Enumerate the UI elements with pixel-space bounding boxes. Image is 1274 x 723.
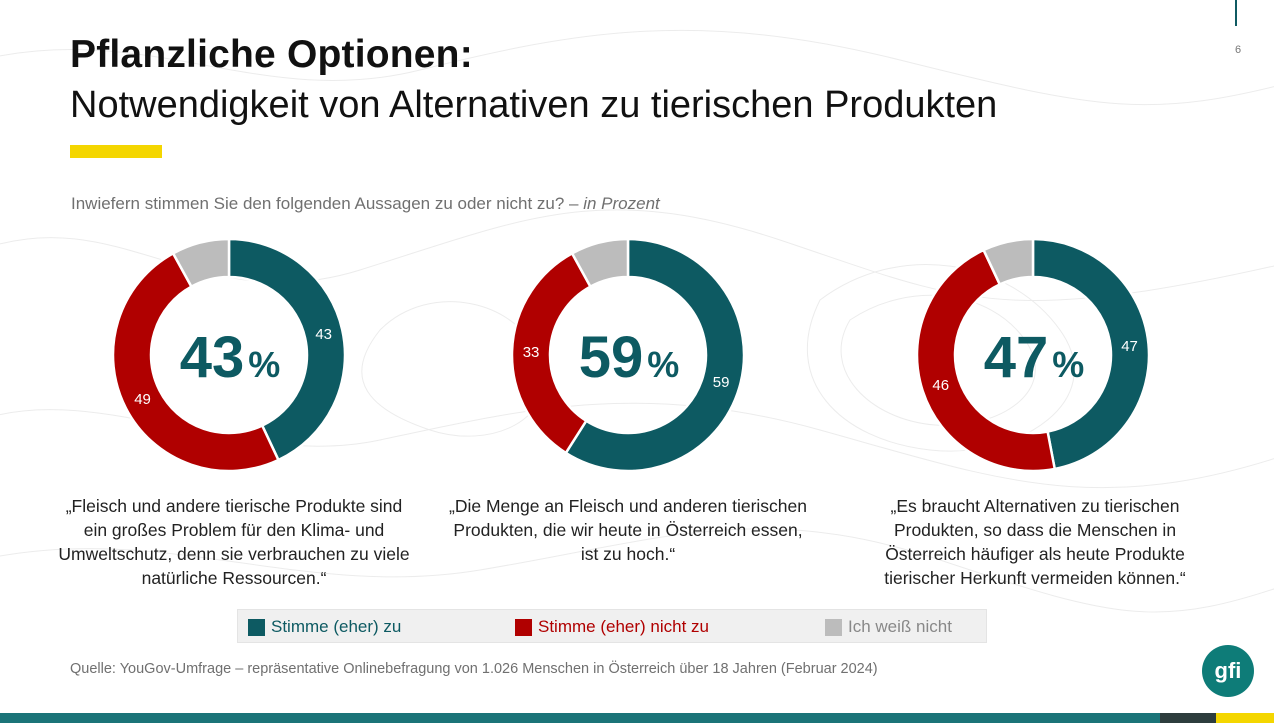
footer-dark-bar xyxy=(1160,713,1216,723)
logo-text: gfi xyxy=(1215,658,1242,683)
chart-2-slice-disagree xyxy=(510,251,593,455)
chart-1-value-label-agree: 43 xyxy=(315,326,332,343)
chart-2-slice-agree xyxy=(564,237,746,473)
legend-label-dont-know: Ich weiß nicht xyxy=(848,617,952,636)
footer-teal-bar xyxy=(0,713,1160,723)
slide-subtitle: Notwendigkeit von Alternativen zu tieris… xyxy=(70,84,998,126)
chart-3-center-value: 47% xyxy=(984,325,1085,390)
chart-2-center-value: 59% xyxy=(579,325,680,390)
legend-item-dont-know: Ich weiß nicht xyxy=(825,617,952,637)
page-corner-line xyxy=(1235,0,1237,26)
chart-3-value-label-agree: 47 xyxy=(1121,338,1138,355)
chart-2-value-label-disagree: 33 xyxy=(523,344,540,361)
slide-title: Pflanzliche Optionen: xyxy=(70,33,473,76)
question-unit: in Prozent xyxy=(583,194,660,213)
legend-swatch-agree xyxy=(248,618,265,636)
chart-3-caption: „Es braucht Alternativen zu tierischen P… xyxy=(884,496,1186,588)
chart-1-caption: „Fleisch und andere tierische Produkte s… xyxy=(58,496,410,588)
source-note: Quelle: YouGov-Umfrage – repräsentative … xyxy=(70,661,878,677)
chart-2-caption: „Die Menge an Fleisch und anderen tieris… xyxy=(449,496,807,564)
chart-3-value-label-disagree: 46 xyxy=(932,377,949,394)
chart-legend: Stimme (eher) zu Stimme (eher) nicht zu … xyxy=(237,609,987,643)
chart-3-slice-dont-know xyxy=(981,237,1035,287)
chart-1-slice-dont-know xyxy=(171,237,231,289)
legend-item-disagree: Stimme (eher) nicht zu xyxy=(515,617,709,637)
chart-1-value-label-disagree: 49 xyxy=(134,391,151,408)
chart-1-center-value: 43% xyxy=(180,325,281,390)
chart-1-slice-disagree xyxy=(111,251,281,473)
legend-swatch-dont-know xyxy=(825,618,842,636)
footer-yellow-bar xyxy=(1216,713,1274,723)
survey-question: Inwiefern stimmen Sie den folgenden Auss… xyxy=(71,194,660,214)
title-accent-bar xyxy=(70,145,162,158)
chart-2-slice-dont-know xyxy=(570,237,630,289)
chart-1-slice-agree xyxy=(227,237,347,462)
legend-swatch-disagree xyxy=(515,618,532,636)
legend-label-disagree: Stimme (eher) nicht zu xyxy=(538,617,709,636)
legend-label-agree: Stimme (eher) zu xyxy=(271,617,402,636)
legend-item-agree: Stimme (eher) zu xyxy=(248,617,401,637)
chart-3-slice-agree xyxy=(1031,237,1151,471)
chart-2-value-label-agree: 59 xyxy=(713,374,730,391)
gfi-logo: gfi xyxy=(1202,645,1254,697)
page-number: 6 xyxy=(1234,44,1242,56)
question-text: Inwiefern stimmen Sie den folgenden Auss… xyxy=(71,194,584,213)
chart-3-slice-disagree xyxy=(915,248,1057,473)
